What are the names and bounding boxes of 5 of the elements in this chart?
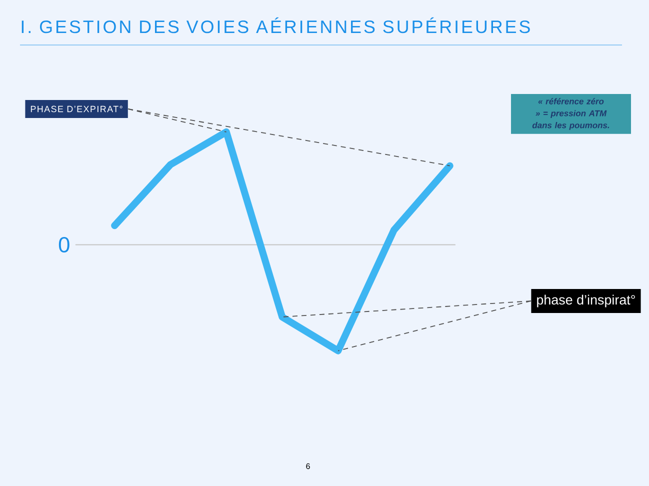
text: « référence zéro » = pression ATM dans les poumons. (532, 98, 610, 130)
text: phase d’inspirat° (537, 294, 635, 308)
chart-title: I. GESTION DES VOIES AÉRIENNES SUPÉRIEURES (22, 17, 530, 34)
text: PHASE D’EXPIRAT° (30, 106, 122, 112)
ref-line-label: 0 (58, 236, 70, 253)
